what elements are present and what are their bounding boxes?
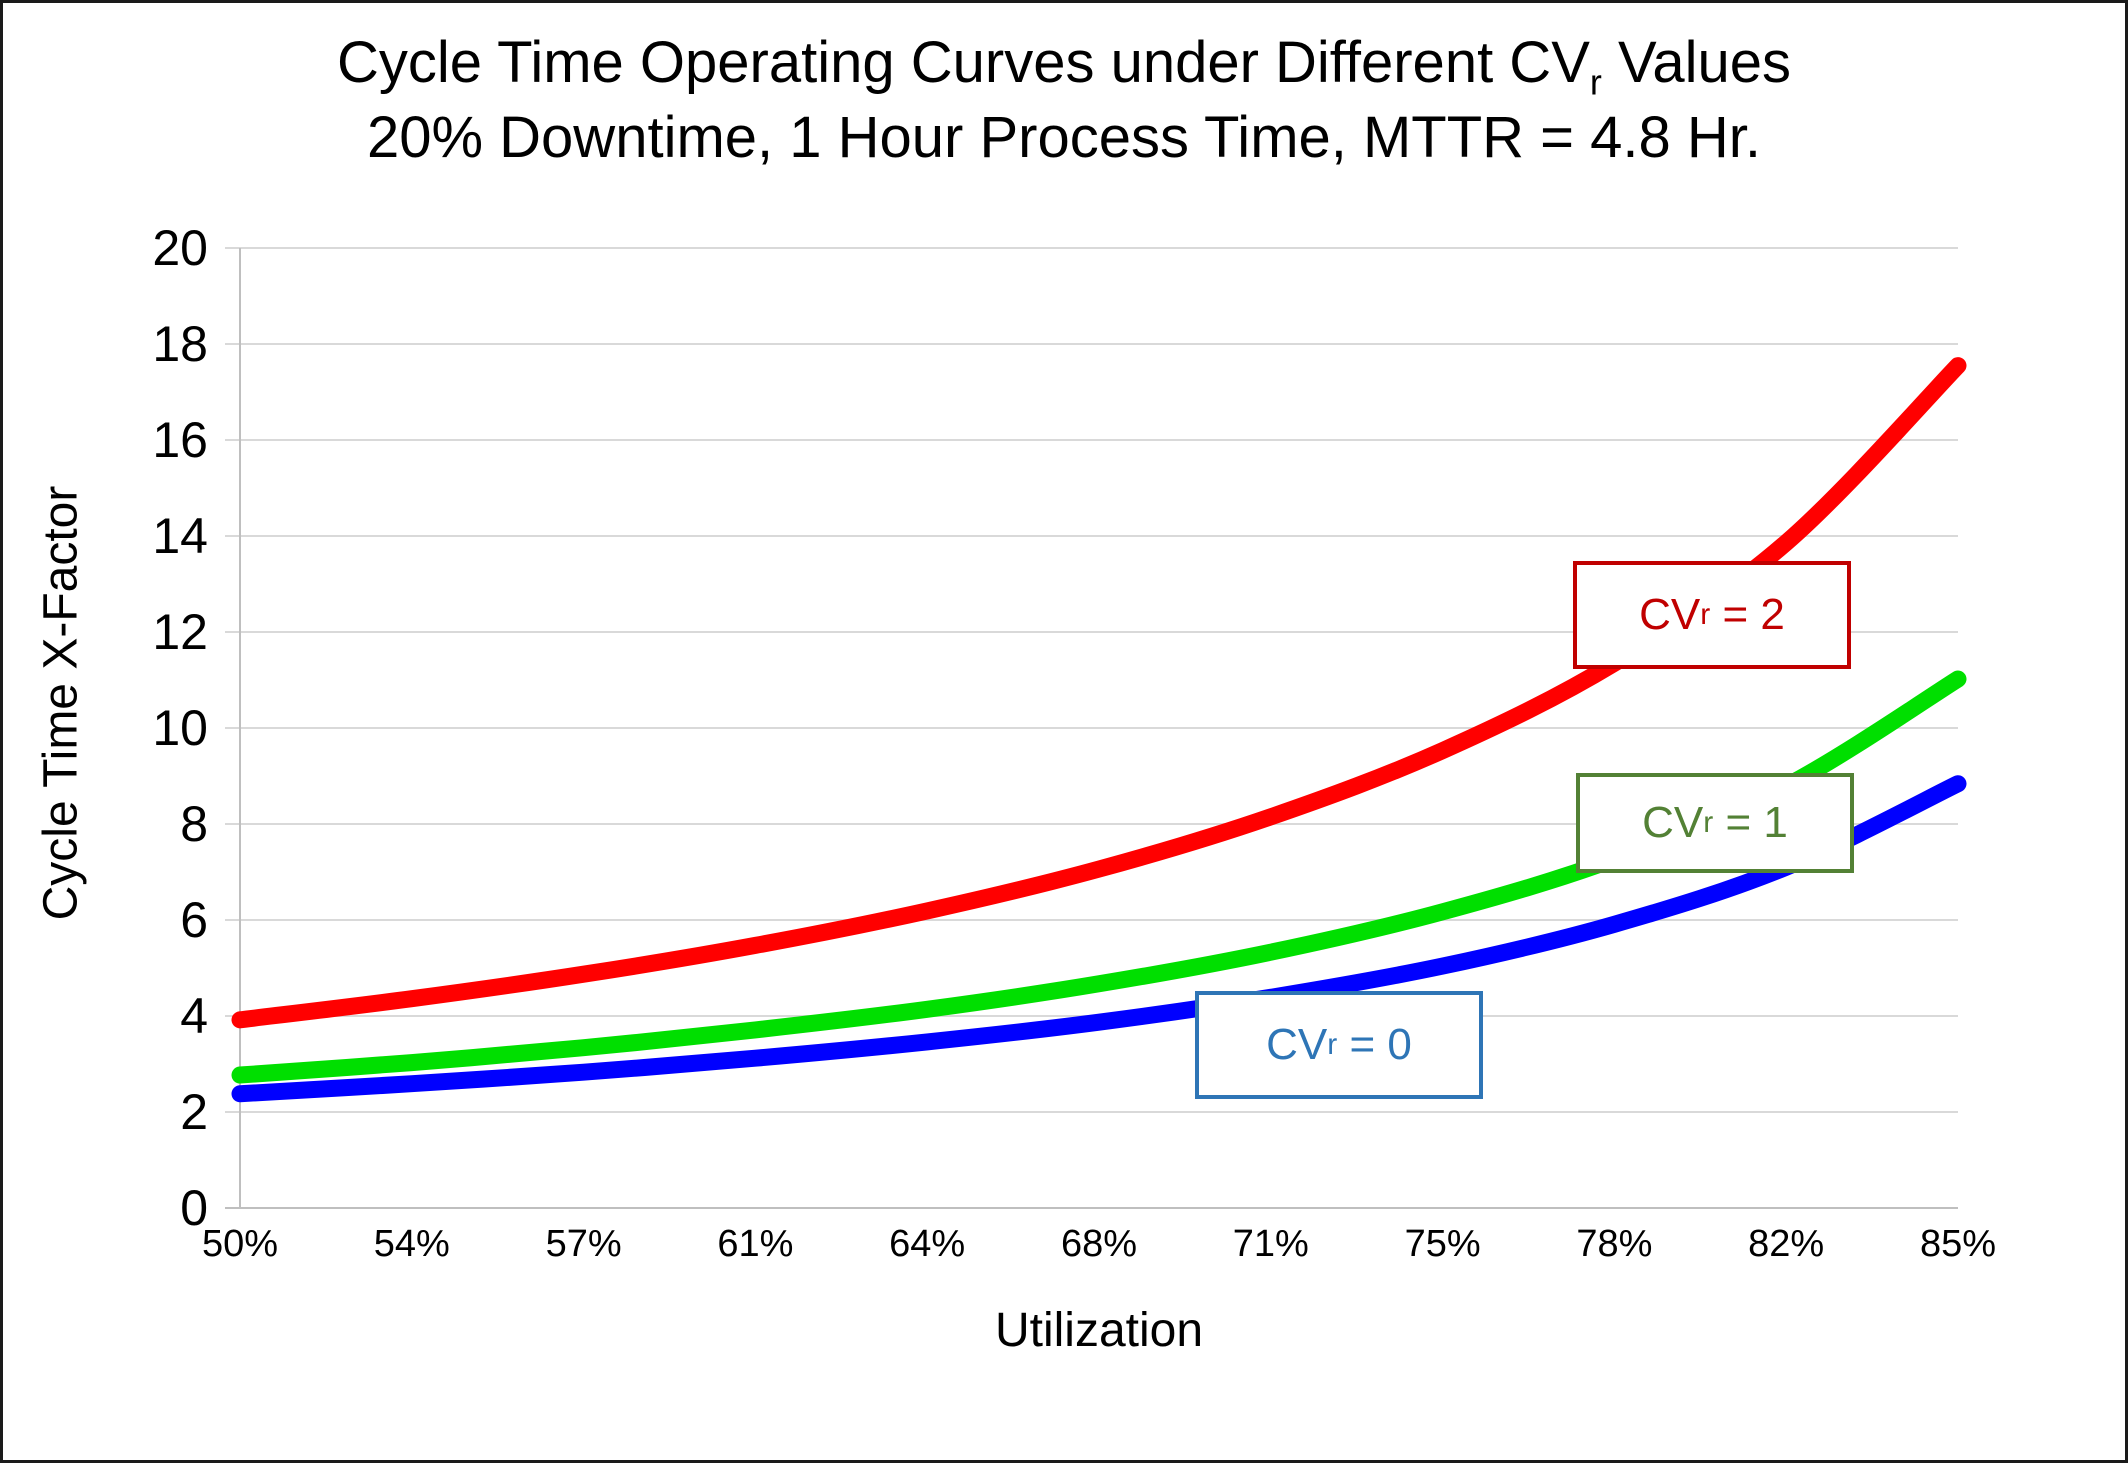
y-tick-label: 18 [152,316,208,372]
curve-cvr-2 [231,357,1967,1029]
series-label-box-cvr-0: CV r = 0 [1195,991,1483,1099]
y-tick-label: 16 [152,412,208,468]
series-label-subscript: r [1700,598,1711,631]
curve-cvr-0 [231,775,1967,1103]
series-label-pre: CV [1266,1020,1328,1069]
series-label-post: = 2 [1710,590,1785,639]
x-tick-label: 50% [201,1223,279,1265]
x-tick-label: 71% [1232,1223,1309,1265]
y-tick-label: 14 [152,508,208,564]
chart-title-line1: Cycle Time Operating Curves under Differ… [3,29,2125,104]
chart-title-line1-post: Values [1601,30,1792,95]
series-label-pre: CV [1639,590,1701,639]
chart-title-line1-pre: Cycle Time Operating Curves under Differ… [336,30,1590,95]
series-label-box-cvr-1: CV r = 1 [1576,773,1854,873]
y-tick-label: 4 [180,988,208,1044]
series-label-subscript: r [1703,806,1714,839]
chart-title: Cycle Time Operating Curves under Differ… [3,29,2125,172]
y-tick-label: 8 [180,796,208,852]
y-tick-label: 0 [180,1180,208,1236]
chart-title-subscript: r [1589,61,1602,103]
y-tick-label: 2 [180,1084,208,1140]
series-label-pre: CV [1642,798,1704,847]
series-label-subscript: r [1327,1028,1338,1061]
x-tick-label: 64% [889,1223,966,1265]
x-tick-label: 85% [1919,1223,1997,1265]
x-tick-label: 82% [1748,1223,1825,1265]
series-label-post: = 1 [1713,798,1788,847]
x-tick-label: 57% [545,1223,622,1265]
chart-title-line2: 20% Downtime, 1 Hour Process Time, MTTR … [366,105,1762,171]
x-tick-label: 75% [1404,1223,1481,1265]
y-tick-label: 10 [152,700,208,756]
y-tick-label: 12 [152,604,208,660]
y-tick-label: 6 [180,892,208,948]
x-tick-label: 54% [373,1223,450,1265]
x-axis-title: Utilization [994,1304,1204,1357]
x-tick-label: 78% [1576,1223,1653,1265]
x-tick-label: 68% [1060,1223,1138,1265]
series-label-post: = 0 [1337,1020,1412,1069]
y-tick-label: 20 [152,220,208,276]
series-label-box-cvr-2: CV r = 2 [1573,561,1851,669]
x-tick-label: 61% [717,1223,794,1265]
